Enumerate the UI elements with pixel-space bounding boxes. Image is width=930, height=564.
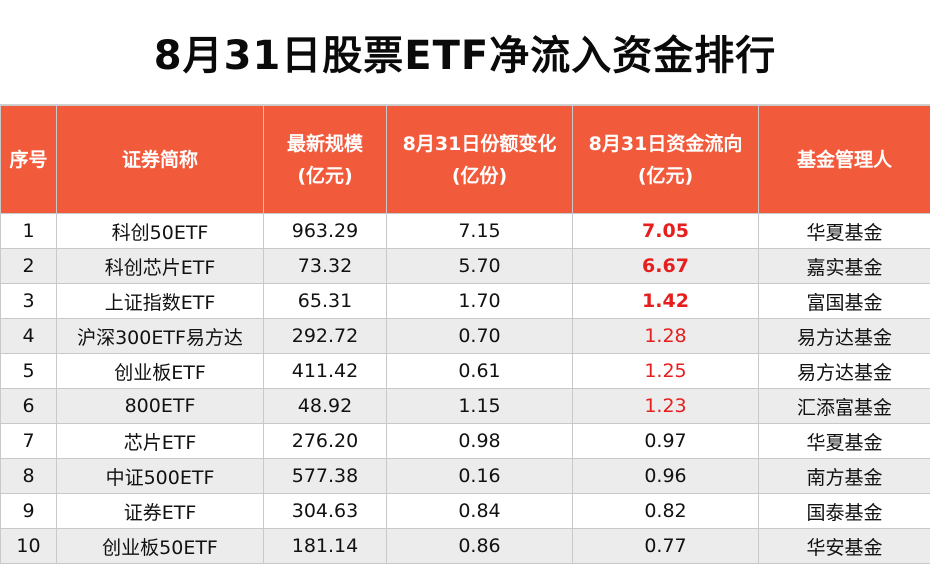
cell-seq: 8 xyxy=(1,459,57,494)
table-row: 1 科创50ETF 963.29 7.15 7.05 华夏基金 xyxy=(1,214,930,249)
table-row: 3 上证指数ETF 65.31 1.70 1.42 富国基金 xyxy=(1,284,930,319)
cell-seq: 9 xyxy=(1,494,57,529)
cell-name: 创业板ETF xyxy=(57,354,264,389)
cell-scale: 577.38 xyxy=(264,459,387,494)
header-seq: 序号 xyxy=(1,106,57,214)
cell-name: 创业板50ETF xyxy=(57,529,264,564)
cell-name: 科创芯片ETF xyxy=(57,249,264,284)
table-row: 5 创业板ETF 411.42 0.61 1.25 易方达基金 xyxy=(1,354,930,389)
cell-share-change: 0.61 xyxy=(387,354,573,389)
cell-name: 证券ETF xyxy=(57,494,264,529)
cell-scale: 276.20 xyxy=(264,424,387,459)
cell-share-change: 0.70 xyxy=(387,319,573,354)
cell-fund-flow: 1.23 xyxy=(573,389,759,424)
cell-name: 上证指数ETF xyxy=(57,284,264,319)
cell-manager: 汇添富基金 xyxy=(759,389,930,424)
cell-scale: 292.72 xyxy=(264,319,387,354)
cell-fund-flow: 6.67 xyxy=(573,249,759,284)
cell-manager: 嘉实基金 xyxy=(759,249,930,284)
cell-seq: 1 xyxy=(1,214,57,249)
cell-share-change: 5.70 xyxy=(387,249,573,284)
cell-name: 沪深300ETF易方达 xyxy=(57,319,264,354)
table-row: 8 中证500ETF 577.38 0.16 0.96 南方基金 xyxy=(1,459,930,494)
table-row: 2 科创芯片ETF 73.32 5.70 6.67 嘉实基金 xyxy=(1,249,930,284)
cell-fund-flow: 0.77 xyxy=(573,529,759,564)
cell-name: 科创50ETF xyxy=(57,214,264,249)
table-row: 7 芯片ETF 276.20 0.98 0.97 华夏基金 xyxy=(1,424,930,459)
cell-name: 芯片ETF xyxy=(57,424,264,459)
cell-scale: 181.14 xyxy=(264,529,387,564)
cell-scale: 411.42 xyxy=(264,354,387,389)
etf-ranking-table: 序号 证券简称 最新规模 (亿元) 8月31日份额变化 (亿份) 8月31日资金… xyxy=(0,105,930,564)
cell-manager: 易方达基金 xyxy=(759,354,930,389)
cell-seq: 10 xyxy=(1,529,57,564)
cell-share-change: 7.15 xyxy=(387,214,573,249)
cell-seq: 7 xyxy=(1,424,57,459)
cell-scale: 48.92 xyxy=(264,389,387,424)
table-row: 10 创业板50ETF 181.14 0.86 0.77 华安基金 xyxy=(1,529,930,564)
cell-fund-flow: 1.28 xyxy=(573,319,759,354)
cell-seq: 2 xyxy=(1,249,57,284)
cell-manager: 易方达基金 xyxy=(759,319,930,354)
cell-scale: 963.29 xyxy=(264,214,387,249)
cell-manager: 华安基金 xyxy=(759,529,930,564)
cell-manager: 富国基金 xyxy=(759,284,930,319)
cell-fund-flow: 0.82 xyxy=(573,494,759,529)
cell-share-change: 1.70 xyxy=(387,284,573,319)
cell-seq: 5 xyxy=(1,354,57,389)
cell-seq: 6 xyxy=(1,389,57,424)
cell-fund-flow: 1.42 xyxy=(573,284,759,319)
header-manager: 基金管理人 xyxy=(759,106,930,214)
header-scale: 最新规模 (亿元) xyxy=(264,106,387,214)
cell-manager: 南方基金 xyxy=(759,459,930,494)
header-fund-flow: 8月31日资金流向 (亿元) xyxy=(573,106,759,214)
cell-name: 800ETF xyxy=(57,389,264,424)
table-row: 4 沪深300ETF易方达 292.72 0.70 1.28 易方达基金 xyxy=(1,319,930,354)
cell-fund-flow: 1.25 xyxy=(573,354,759,389)
cell-fund-flow: 0.96 xyxy=(573,459,759,494)
cell-manager: 国泰基金 xyxy=(759,494,930,529)
cell-scale: 73.32 xyxy=(264,249,387,284)
cell-fund-flow: 7.05 xyxy=(573,214,759,249)
header-name: 证券简称 xyxy=(57,106,264,214)
page-title: 8月31日股票ETF净流入资金排行 xyxy=(0,0,930,105)
table-header-row: 序号 证券简称 最新规模 (亿元) 8月31日份额变化 (亿份) 8月31日资金… xyxy=(1,106,930,214)
cell-seq: 4 xyxy=(1,319,57,354)
cell-scale: 65.31 xyxy=(264,284,387,319)
cell-share-change: 0.98 xyxy=(387,424,573,459)
header-share-change: 8月31日份额变化 (亿份) xyxy=(387,106,573,214)
cell-scale: 304.63 xyxy=(264,494,387,529)
cell-manager: 华夏基金 xyxy=(759,424,930,459)
cell-share-change: 0.16 xyxy=(387,459,573,494)
cell-manager: 华夏基金 xyxy=(759,214,930,249)
cell-share-change: 0.84 xyxy=(387,494,573,529)
cell-share-change: 0.86 xyxy=(387,529,573,564)
cell-seq: 3 xyxy=(1,284,57,319)
cell-name: 中证500ETF xyxy=(57,459,264,494)
cell-fund-flow: 0.97 xyxy=(573,424,759,459)
table-row: 6 800ETF 48.92 1.15 1.23 汇添富基金 xyxy=(1,389,930,424)
cell-share-change: 1.15 xyxy=(387,389,573,424)
table-row: 9 证券ETF 304.63 0.84 0.82 国泰基金 xyxy=(1,494,930,529)
